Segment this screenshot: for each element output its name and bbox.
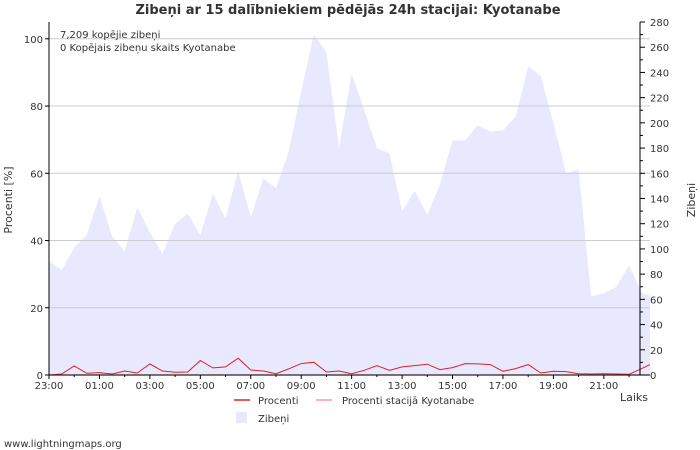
series-line-procenti — [48, 357, 651, 376]
x-tick-label: 21:00 — [589, 381, 618, 392]
area-layer — [49, 34, 650, 375]
x-tick-label: 15:00 — [438, 381, 467, 392]
y-left-tick-label: 100 — [24, 35, 43, 46]
x-tick-label: 19:00 — [539, 381, 568, 392]
legend-swatch-zibeni — [236, 412, 247, 423]
y-right-tick-label: 180 — [650, 144, 669, 155]
legend: Procenti Procenti stacijā Kyotanabe Zibe… — [234, 396, 474, 425]
chart-title: Zibeņi ar 15 dalībniekiem pēdējās 24h st… — [135, 3, 560, 18]
x-tick-label: 11:00 — [337, 381, 366, 392]
x-tick-label: 09:00 — [287, 381, 316, 392]
axis-layer: 0 20 40 60 80 100 0 20 40 60 80 100 120 140 160 180 200 2… — [24, 18, 669, 392]
x-tick-label: 13:00 — [388, 381, 417, 392]
annotation-station-strikes: 0 Kopējais zibeņu skaits Kyotanabe — [60, 43, 236, 54]
x-tick-label: 05:00 — [186, 381, 215, 392]
grid-layer — [49, 38, 650, 309]
y-right-tick-label: 160 — [650, 169, 669, 180]
x-tick-label: 07:00 — [236, 381, 265, 392]
y-right-tick-label: 40 — [650, 321, 663, 332]
y-right-tick-label: 240 — [650, 68, 669, 79]
legend-label-station: Procenti stacijā Kyotanabe — [342, 396, 474, 407]
y-right-tick-label: 220 — [650, 94, 669, 105]
y-right-tick-label: 120 — [650, 220, 669, 231]
x-axis-label: Laiks — [620, 391, 648, 404]
y-right-tick-label: 20 — [650, 346, 663, 357]
x-tick-label: 23:00 — [35, 381, 64, 392]
y-right-tick-label: 100 — [650, 245, 669, 256]
y-left-tick-label: 40 — [30, 237, 43, 248]
y-left-tick-label: 60 — [30, 169, 43, 180]
legend-label-procenti: Procenti — [258, 396, 299, 407]
series-area-zibeni — [49, 34, 650, 375]
y-left-tick-label: 0 — [37, 371, 43, 382]
y-right-tick-label: 280 — [650, 18, 669, 29]
y-left-tick-label: 20 — [30, 304, 43, 315]
y-right-tick-label: 0 — [650, 371, 656, 382]
y-left-tick-label: 80 — [30, 102, 43, 113]
y-right-tick-label: 60 — [650, 295, 663, 306]
y-right-tick-label: 260 — [650, 43, 669, 54]
x-tick-label: 01:00 — [85, 381, 114, 392]
legend-label-zibeni: Zibeņi — [258, 414, 289, 425]
footer-credit: www.lightningmaps.org — [4, 439, 122, 450]
y-axis-right-label: Zibeņi — [685, 183, 698, 217]
y-axis-left-label: Procenti [%] — [2, 166, 15, 233]
x-tick-label: 03:00 — [135, 381, 164, 392]
y-right-tick-label: 80 — [650, 270, 663, 281]
y-right-tick-label: 200 — [650, 119, 669, 130]
y-right-tick-label: 140 — [650, 195, 669, 206]
annotation-total-strikes: 7,209 kopējie zibeņi — [60, 30, 160, 41]
x-tick-label: 17:00 — [489, 381, 518, 392]
